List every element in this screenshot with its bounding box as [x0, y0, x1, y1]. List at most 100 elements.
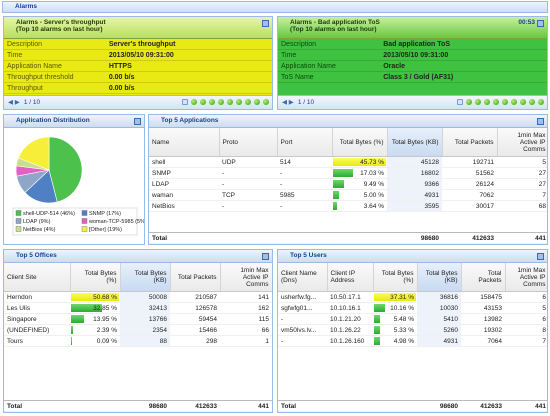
cell: 27	[497, 178, 547, 190]
column-header[interactable]: Total Bytes (KB)	[387, 128, 443, 157]
pie-chart: shell-UDP-514 (46%) SNMP (17%) LDAP (9%) wo…	[12, 136, 144, 236]
panel-title: Top 5 Applications	[149, 115, 547, 128]
column-header[interactable]: Total Bytes (%)	[70, 263, 121, 292]
panel-icon	[262, 20, 269, 27]
pager-text: 1 / 10	[297, 99, 315, 106]
pct-label: 5.00 %	[363, 191, 384, 199]
alarm-row: Description Bad application ToS	[278, 39, 547, 50]
pie-slice	[48, 136, 83, 203]
data-row: sgfwfg01... 10.10.16.1 10.16 % 10030 43153 5	[278, 302, 547, 314]
column-header[interactable]: Total Packets	[442, 128, 498, 157]
total-spacer	[327, 401, 373, 412]
alarm-label: Description	[278, 39, 381, 50]
pager-dot[interactable]	[466, 99, 472, 105]
cell: -	[219, 200, 277, 212]
alarm-label: Time	[278, 49, 381, 61]
pager-dot[interactable]	[475, 99, 481, 105]
column-header[interactable]: Name	[149, 128, 220, 157]
data-row: Singapore 13.95 % 13766 59454 115	[4, 313, 272, 325]
column-header[interactable]: Client IP Address	[327, 263, 374, 292]
alarm-value: HTTPS	[105, 60, 272, 72]
total-spacer	[219, 233, 277, 244]
alarm-row: Application Name HTTPS	[4, 60, 272, 72]
pager-dot[interactable]	[191, 99, 197, 105]
pager-dot[interactable]	[457, 99, 463, 105]
column-header[interactable]: Total Packets	[461, 263, 506, 292]
legend-frame	[12, 207, 138, 236]
alarm-value: 2013/05/10 09:31:00	[105, 49, 272, 61]
column-header[interactable]: Total Bytes (%)	[373, 263, 418, 292]
pct-bar	[71, 326, 74, 334]
column-header[interactable]: Total Bytes (%)	[332, 128, 388, 157]
total-row: Total 98680 412633 441	[4, 401, 272, 412]
cell: 7	[497, 189, 547, 201]
cell: 10.10.16.1	[327, 302, 373, 314]
pager-dot[interactable]	[263, 99, 269, 105]
cell: -	[277, 167, 332, 179]
pager-dots	[182, 99, 269, 105]
alarm-body: Description Bad application ToS Time 2013/0…	[278, 39, 547, 95]
pct-label: 50.68 %	[93, 293, 117, 301]
pager-dots	[457, 99, 544, 105]
pager-dot[interactable]	[236, 99, 242, 105]
cell: 7	[505, 335, 547, 347]
column-header[interactable]: Client Site	[4, 263, 71, 292]
pager-dot[interactable]	[245, 99, 251, 105]
column-header[interactable]: 1min Max Active IP Comms	[497, 128, 547, 157]
pct-label: 13.95 %	[93, 315, 117, 323]
alarm-subtitle: (Top 10 alarms on last hour)	[290, 26, 377, 33]
pager-dot[interactable]	[227, 99, 233, 105]
data-row: Les Ulis 32.85 % 32413 126578 162	[4, 302, 272, 314]
alarm-label: Description	[4, 39, 106, 50]
cell: 4931	[417, 335, 461, 347]
column-header[interactable]: 1min Max Active IP Comms	[505, 263, 547, 292]
cell: 66	[220, 324, 272, 336]
data-table: Client Site Total Bytes (%) Total Bytes (K…	[4, 263, 272, 347]
pct-cell: 50.68 %	[70, 291, 120, 303]
data-row: (UNDEFINED) 2.39 % 2354 15466 66	[4, 324, 272, 336]
total-label: Total	[4, 401, 70, 412]
cell: 5260	[417, 324, 461, 336]
pager-dot[interactable]	[484, 99, 490, 105]
cell: 5	[505, 302, 547, 314]
cell: 9366	[387, 178, 442, 190]
pager-dot[interactable]	[538, 99, 544, 105]
alarm-row: Time 2013/05/10 09:31:00	[278, 49, 547, 61]
pager-dot[interactable]	[200, 99, 206, 105]
pager-dot[interactable]	[209, 99, 215, 105]
total-value: 441	[505, 401, 547, 412]
data-row: Tours 0.09 % 88 298 1	[4, 335, 272, 347]
cell: 50008	[120, 291, 170, 303]
pager-dot[interactable]	[520, 99, 526, 105]
pct-bar	[374, 326, 380, 334]
data-row: Herndon 50.68 % 50008 210587 141	[4, 291, 272, 303]
table-panel: Top 5 Offices Client Site Total Bytes (%) T…	[3, 249, 273, 413]
column-header[interactable]: Port	[277, 128, 333, 157]
pager-prev[interactable]: ◀ ▶	[8, 99, 20, 106]
pager-prev[interactable]: ◀ ▶	[282, 99, 294, 106]
legend-label: shell-UDP-514 (46%)	[23, 211, 75, 217]
pager-dot[interactable]	[218, 99, 224, 105]
column-header[interactable]: 1min Max Active IP Comms	[220, 263, 272, 292]
pager-dot[interactable]	[493, 99, 499, 105]
pager-dot[interactable]	[254, 99, 260, 105]
column-header[interactable]: Total Packets	[170, 263, 221, 292]
pager-dot[interactable]	[182, 99, 188, 105]
column-header[interactable]: Total Bytes (KB)	[417, 263, 462, 292]
pct-label: 2.39 %	[96, 326, 117, 334]
total-row: Total 98680 412633 441	[278, 401, 547, 412]
column-header[interactable]: Client Name (Dns)	[278, 263, 328, 292]
column-header[interactable]: Proto	[219, 128, 278, 157]
pct-label: 4.98 %	[393, 337, 414, 345]
pager-dot[interactable]	[529, 99, 535, 105]
column-header[interactable]: Total Bytes (KB)	[120, 263, 171, 292]
cell: 158475	[461, 291, 505, 303]
cell: 43153	[461, 302, 505, 314]
alarm-value: 0.00 b/s	[105, 82, 272, 94]
pager-dot[interactable]	[511, 99, 517, 105]
total-value: 412633	[442, 233, 497, 244]
pager-dot[interactable]	[502, 99, 508, 105]
legend-swatch	[15, 226, 22, 232]
alarm-label: Throughput	[4, 82, 106, 94]
total-table: Total 98680 412633 441	[4, 401, 272, 412]
